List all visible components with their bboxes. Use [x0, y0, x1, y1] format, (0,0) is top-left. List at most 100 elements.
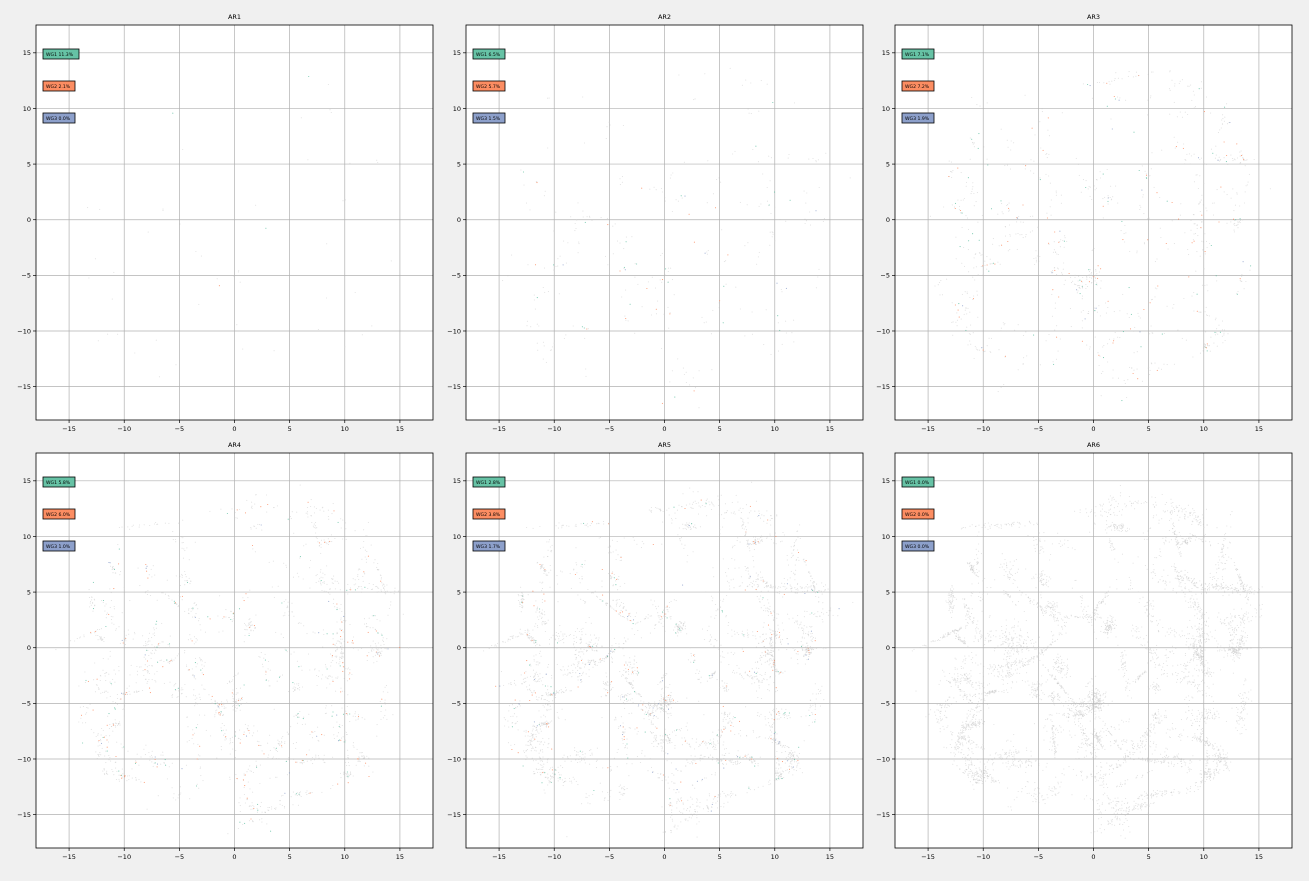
point-other: [584, 338, 585, 339]
point-other: [233, 709, 234, 710]
point-other: [1233, 210, 1234, 211]
point-other: [1147, 114, 1148, 115]
point-other: [769, 629, 770, 630]
point-other: [112, 731, 113, 732]
legend-label-wg3: WG3 1.5%: [476, 116, 501, 122]
point-other: [342, 538, 343, 539]
point-other: [683, 804, 684, 805]
point-wg1: [743, 634, 744, 635]
point-other: [1193, 292, 1194, 293]
point-other: [695, 387, 696, 388]
point-other: [663, 739, 664, 740]
point-other: [542, 621, 543, 622]
point-other: [644, 755, 645, 756]
point-other: [1197, 228, 1198, 229]
point-other: [249, 618, 250, 619]
point-other: [760, 660, 761, 661]
point-wg1: [230, 619, 231, 620]
point-other: [114, 606, 115, 607]
point-other: [773, 633, 774, 634]
point-other: [88, 277, 89, 278]
point-wg2: [332, 655, 333, 656]
point-other: [229, 779, 230, 780]
point-other: [719, 302, 720, 303]
point-wg2: [532, 695, 533, 696]
point-other: [173, 659, 174, 660]
point-other: [353, 648, 354, 649]
point-other: [558, 692, 559, 693]
point-other: [777, 719, 778, 720]
point-other: [820, 690, 821, 691]
point-other: [353, 578, 354, 579]
point-wg2: [578, 686, 579, 687]
point-other: [122, 747, 123, 748]
point-other: [101, 628, 102, 629]
point-other: [363, 541, 364, 542]
point-other: [539, 757, 540, 758]
point-wg2: [641, 188, 642, 189]
point-other: [284, 612, 285, 613]
point-other: [771, 637, 772, 638]
point-other: [1149, 374, 1150, 375]
point-wg1: [156, 621, 157, 622]
point-other: [529, 209, 530, 210]
point-other: [1014, 330, 1015, 331]
point-other: [1091, 199, 1092, 200]
point-other: [346, 734, 347, 735]
point-other: [1039, 256, 1040, 257]
point-other: [974, 358, 975, 359]
point-wg1: [626, 241, 627, 242]
point-other: [562, 767, 563, 768]
point-wg1: [343, 714, 344, 715]
point-other: [535, 734, 536, 735]
point-other: [1171, 80, 1172, 81]
point-other: [1046, 213, 1047, 214]
point-other: [543, 744, 544, 745]
point-other: [283, 637, 284, 638]
point-other: [143, 675, 144, 676]
point-other: [677, 701, 678, 702]
point-wg2: [1025, 165, 1026, 166]
point-other: [240, 282, 241, 283]
point-other: [1194, 154, 1195, 155]
point-other: [377, 724, 378, 725]
point-other: [338, 583, 339, 584]
point-other: [645, 712, 646, 713]
point-other: [564, 634, 565, 635]
point-other: [268, 680, 269, 681]
point-other: [603, 681, 604, 682]
point-other: [230, 740, 231, 741]
point-other: [970, 159, 971, 160]
point-other: [965, 310, 966, 311]
point-other: [133, 525, 134, 526]
point-other: [541, 725, 542, 726]
point-other: [154, 523, 155, 524]
point-other: [750, 757, 751, 758]
point-other: [587, 797, 588, 798]
point-other: [730, 793, 731, 794]
point-other: [1237, 227, 1238, 228]
point-other: [682, 493, 683, 494]
point-other: [581, 631, 582, 632]
point-wg2: [535, 264, 536, 265]
point-other: [606, 126, 607, 127]
point-other: [331, 513, 332, 514]
point-wg3: [625, 269, 626, 270]
point-other: [1075, 275, 1076, 276]
point-other: [1064, 284, 1065, 285]
point-other: [284, 743, 285, 744]
point-other: [797, 641, 798, 642]
point-other: [201, 256, 202, 257]
point-other: [174, 684, 175, 685]
point-other: [274, 350, 275, 351]
point-other: [110, 651, 111, 652]
point-other: [763, 219, 764, 220]
point-other: [215, 700, 216, 701]
point-other: [171, 695, 172, 696]
point-other: [127, 775, 128, 776]
point-other: [366, 551, 367, 552]
point-other: [333, 638, 334, 639]
point-other: [580, 682, 581, 683]
point-other: [232, 706, 233, 707]
point-other: [1032, 216, 1033, 217]
